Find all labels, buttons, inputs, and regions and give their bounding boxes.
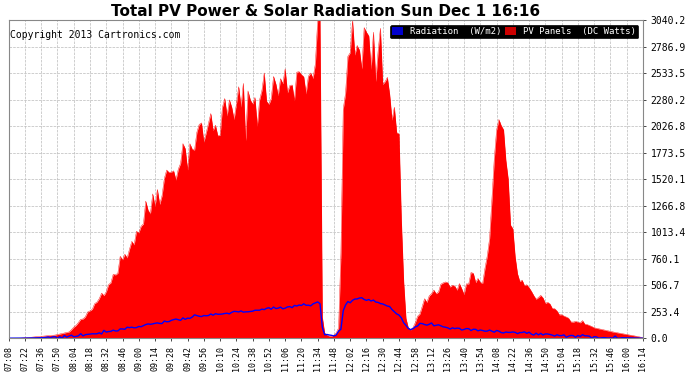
Text: Copyright 2013 Cartronics.com: Copyright 2013 Cartronics.com	[10, 30, 180, 40]
Title: Total PV Power & Solar Radiation Sun Dec 1 16:16: Total PV Power & Solar Radiation Sun Dec…	[111, 4, 540, 19]
Legend: Radiation  (W/m2), PV Panels  (DC Watts): Radiation (W/m2), PV Panels (DC Watts)	[390, 25, 638, 38]
